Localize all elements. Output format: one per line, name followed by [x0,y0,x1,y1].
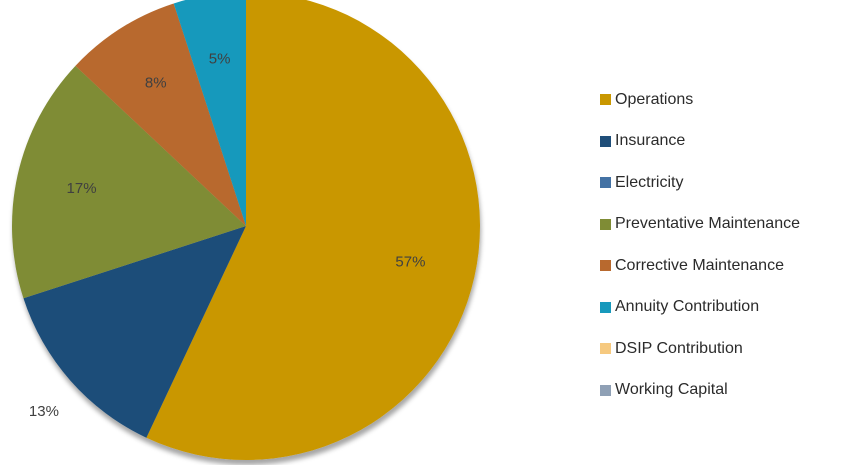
slice-insurance [23,226,247,438]
legend: Operations Insurance Electricity Preventati… [600,79,850,411]
legend-item-corrective-maintenance: Corrective Maintenance [600,245,850,287]
legend-item-preventative-maintenance: Preventative Maintenance [600,204,850,246]
slice-corrective-maintenance [75,3,246,227]
slice-preventative-maintenance [12,65,246,299]
slice-label-preventative-maintenance: 17% [67,180,97,197]
legend-swatch [600,94,611,106]
legend-swatch [600,177,611,189]
legend-item-working-capital: Working Capital [600,370,850,412]
pie-slices [12,0,480,460]
slice-label-insurance: 13% [29,403,59,420]
legend-swatch [600,301,611,313]
legend-swatch [600,343,611,355]
legend-label: Operations [615,90,694,108]
legend-label: Working Capital [615,381,728,399]
slice-label-operations: 57% [395,254,425,271]
legend-label: Insurance [615,132,686,150]
slice-annuity-contribution [173,0,246,226]
legend-swatch [600,384,611,396]
legend-item-electricity: Electricity [600,162,850,204]
legend-item-operations: Operations [600,79,850,121]
legend-label: Annuity Contribution [615,298,760,316]
legend-label: Electricity [615,173,684,191]
legend-swatch [600,218,611,230]
slice-label-annuity-contribution: 5% [209,51,231,68]
legend-item-dsip-contribution: DSIP Contribution [600,328,850,370]
legend-item-insurance: Insurance [600,121,850,163]
legend-label: DSIP Contribution [615,339,743,357]
legend-swatch [600,260,611,272]
slice-operations [146,0,480,460]
slice-label-corrective-maintenance: 8% [145,75,167,92]
legend-label: Corrective Maintenance [615,256,784,274]
legend-item-annuity-contribution: Annuity Contribution [600,287,850,329]
pie-svg: 57% 13% 17% 8% 5% [12,0,480,460]
legend-swatch [600,135,611,147]
legend-label: Preventative Maintenance [615,215,800,233]
